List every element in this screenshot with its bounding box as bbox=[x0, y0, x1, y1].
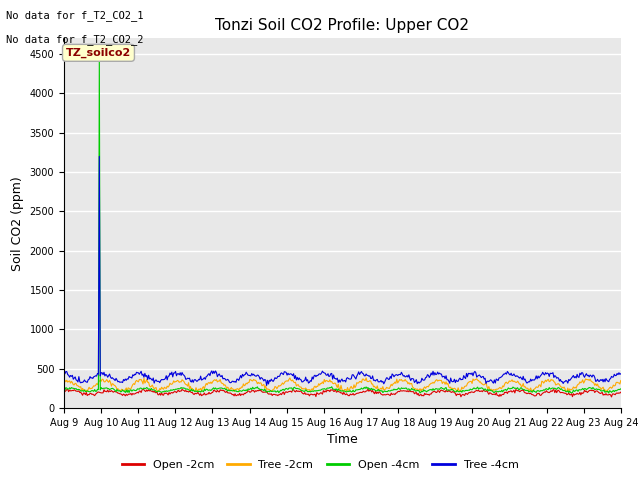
Text: TZ_soilco2: TZ_soilco2 bbox=[66, 48, 131, 58]
Text: No data for f_T2_CO2_2: No data for f_T2_CO2_2 bbox=[6, 34, 144, 45]
Y-axis label: Soil CO2 (ppm): Soil CO2 (ppm) bbox=[11, 176, 24, 271]
Text: No data for f_T2_CO2_1: No data for f_T2_CO2_1 bbox=[6, 10, 144, 21]
Title: Tonzi Soil CO2 Profile: Upper CO2: Tonzi Soil CO2 Profile: Upper CO2 bbox=[216, 18, 469, 33]
Legend: Open -2cm, Tree -2cm, Open -4cm, Tree -4cm: Open -2cm, Tree -2cm, Open -4cm, Tree -4… bbox=[117, 456, 523, 474]
X-axis label: Time: Time bbox=[327, 433, 358, 446]
